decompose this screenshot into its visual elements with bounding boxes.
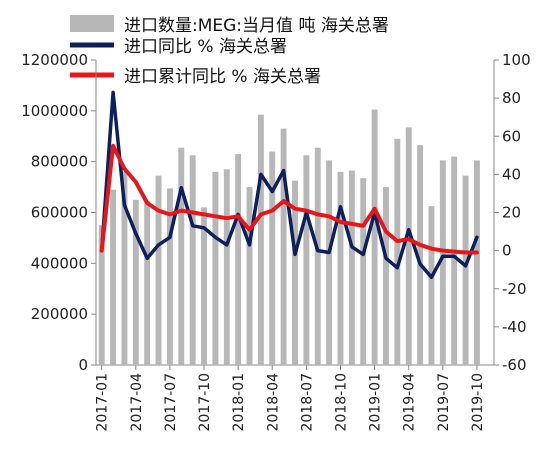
bar — [360, 178, 367, 365]
bar — [144, 201, 151, 365]
bar — [212, 171, 219, 365]
x-tick-label: 2019-10 — [470, 373, 486, 432]
right-tick-label: 60 — [502, 127, 521, 145]
legend-label-import-volume: 进口数量:MEG:当月值 吨 海关总署 — [124, 16, 389, 36]
right-tick-label: -40 — [502, 318, 527, 336]
x-tick-label: 2017-04 — [129, 373, 145, 432]
bar — [223, 169, 230, 365]
x-tick-label: 2017-01 — [95, 373, 111, 432]
bar — [292, 180, 298, 365]
legend-swatch-import-volume — [70, 15, 114, 32]
left-y-axis: 0 200000 400000 600000 800000 1000000 1200000 — [21, 51, 96, 374]
bar — [337, 171, 344, 365]
left-tick-label: 1200000 — [21, 51, 88, 69]
bar — [132, 199, 139, 365]
bar — [280, 128, 287, 365]
left-tick-label: 800000 — [31, 153, 88, 171]
bar — [314, 147, 321, 365]
line-import-yoy — [99, 90, 479, 280]
x-tick-label: 2018-01 — [231, 373, 247, 432]
bar — [439, 160, 446, 365]
legend-label-import-yoy: 进口同比 % 海关总署 — [124, 37, 287, 57]
bar — [405, 127, 412, 366]
right-tick-label: 40 — [502, 165, 521, 183]
left-tick-label: 600000 — [31, 204, 88, 222]
x-tick-label: 2017-07 — [163, 373, 179, 432]
bar — [98, 225, 105, 365]
x-tick-label: 2017-10 — [197, 373, 213, 432]
x-tick-label: 2018-04 — [265, 373, 281, 432]
bar — [417, 145, 424, 365]
bar — [394, 138, 401, 365]
left-tick-label: 1000000 — [21, 102, 88, 120]
left-tick-label: 400000 — [31, 254, 88, 272]
bar — [326, 160, 333, 365]
left-tick-label: 200000 — [31, 305, 88, 323]
bar — [121, 171, 128, 365]
bar — [462, 175, 469, 365]
bar — [269, 151, 276, 365]
legend: 进口数量:MEG:当月值 吨 海关总署 进口同比 % 海关总署 进口累计同比 %… — [70, 15, 389, 87]
right-tick-label: -60 — [502, 356, 527, 374]
bar — [110, 189, 117, 365]
bar — [383, 187, 389, 365]
legend-label-cumulative-yoy: 进口累计同比 % 海关总署 — [124, 67, 321, 87]
x-tick-label: 2018-10 — [333, 373, 349, 432]
right-y-axis: -60 -40 -20 0 20 40 60 80 100 — [494, 51, 531, 374]
x-tick-label: 2019-01 — [368, 373, 384, 432]
bar — [257, 114, 264, 365]
x-tick-label: 2019-07 — [436, 373, 452, 432]
right-tick-label: -20 — [502, 280, 527, 298]
bar — [451, 156, 458, 365]
right-tick-label: 20 — [502, 204, 521, 222]
bar — [155, 175, 162, 365]
right-tick-label: 0 — [502, 242, 512, 260]
bar — [178, 147, 185, 365]
bar — [371, 109, 378, 365]
right-tick-label: 100 — [502, 51, 531, 69]
bar — [428, 206, 435, 365]
bar-series-import-volume — [98, 109, 480, 366]
bar — [189, 155, 196, 365]
x-tick-label: 2018-07 — [299, 373, 315, 432]
bar — [303, 155, 310, 365]
line-cumulative-yoy — [99, 143, 479, 255]
bar — [348, 170, 355, 365]
bar — [246, 187, 253, 365]
left-tick-label: 0 — [78, 356, 88, 374]
bar — [473, 160, 480, 365]
x-axis: 2017-01 2017-04 2017-07 2017-10 2018-01 2018-… — [95, 365, 486, 432]
right-tick-label: 80 — [502, 89, 521, 107]
line-series — [99, 90, 479, 280]
bar — [235, 154, 242, 365]
bar — [201, 207, 207, 365]
bar — [166, 188, 173, 365]
x-tick-label: 2019-04 — [402, 373, 418, 432]
